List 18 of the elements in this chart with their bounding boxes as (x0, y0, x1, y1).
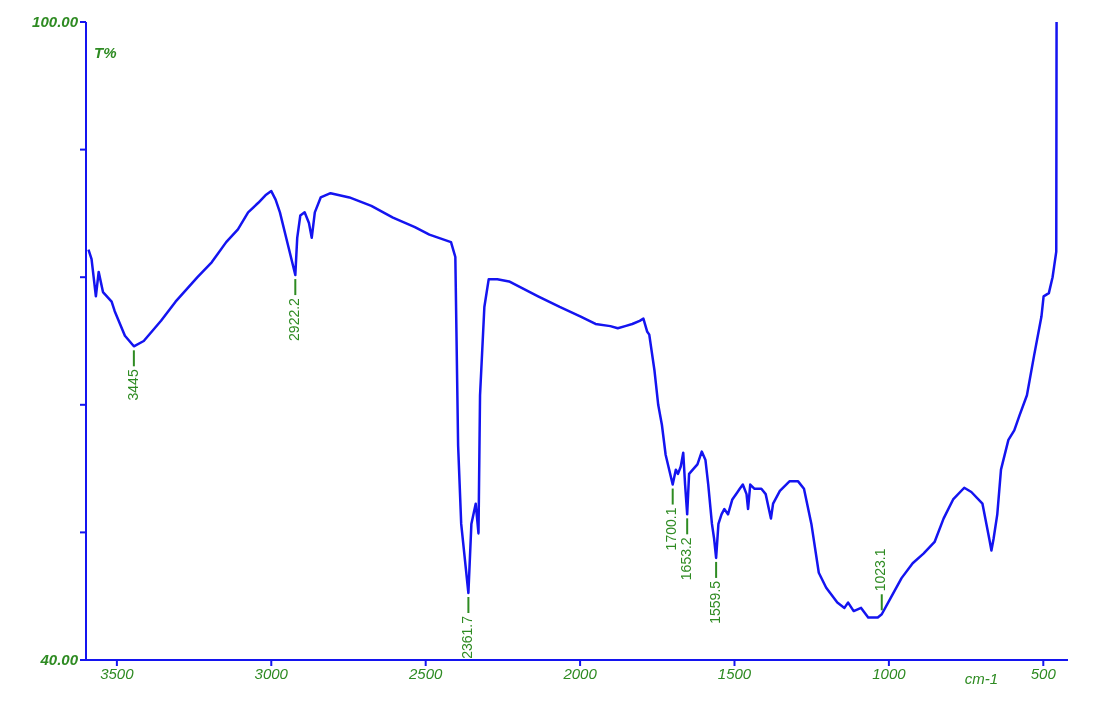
y-tick-label: 40.00 (39, 651, 79, 669)
annotation: 1023.1 (872, 548, 889, 592)
annotation: 2361.7 (459, 615, 476, 659)
x-tick-label: 2000 (562, 664, 598, 682)
annotation: 1559.5 (706, 580, 723, 624)
x-tick-label: 3500 (100, 664, 135, 682)
annotation: 1653.2 (677, 537, 694, 581)
annotation: 3445 (124, 369, 141, 401)
x-tick-label: 1500 (717, 664, 752, 682)
x-tick-label: 1000 (872, 664, 907, 682)
x-tick-label: 2500 (408, 664, 444, 682)
y-axis-title: T% (94, 44, 118, 61)
x-tick-label: 3000 (254, 664, 289, 682)
x-axis-title: cm-1 (963, 670, 998, 687)
annotation: 1700.1 (663, 507, 680, 551)
annotation: 2922.2 (286, 297, 303, 341)
y-tick-label: 100.00 (32, 13, 79, 31)
x-tick-label: 500 (1030, 664, 1057, 682)
